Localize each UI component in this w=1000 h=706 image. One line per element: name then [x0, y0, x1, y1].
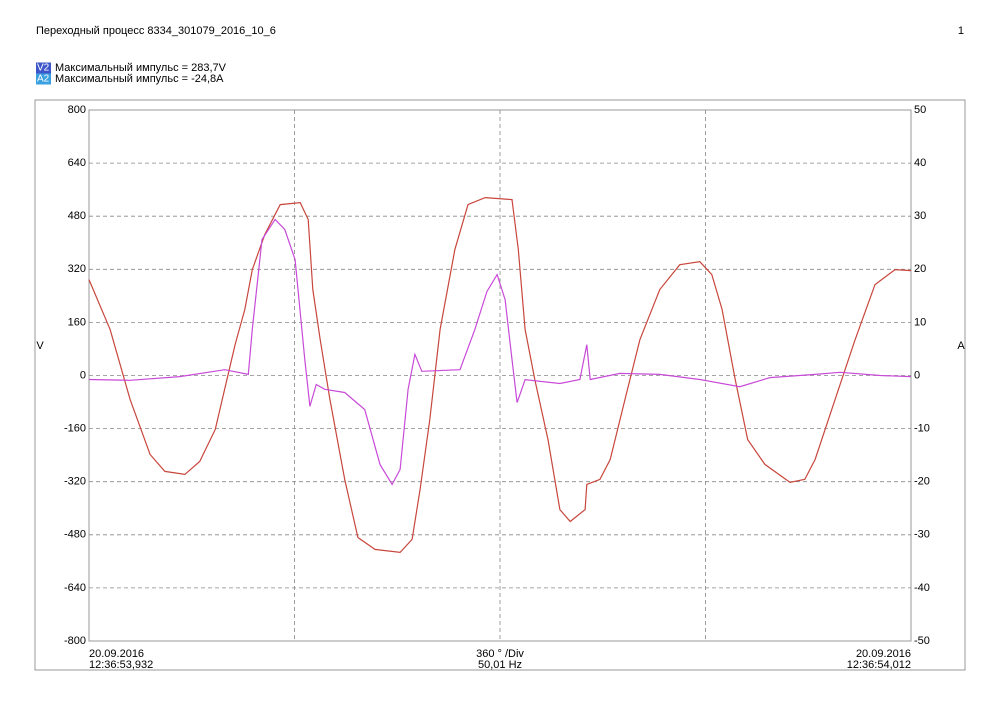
legend-label: Максимальный импульс = 283,7V: [55, 62, 227, 74]
y-tick-label: -160: [64, 423, 86, 435]
y2-tick-label: 30: [914, 210, 926, 222]
y-tick-label: -320: [64, 476, 86, 488]
y2-tick-label: 10: [914, 316, 926, 328]
y-axis-label: V: [36, 340, 44, 352]
y2-tick-label: -20: [914, 476, 930, 488]
y-tick-label: -480: [64, 529, 86, 541]
footer-frequency: 50,01 Hz: [478, 659, 522, 671]
y2-axis-label: A: [957, 340, 965, 352]
y-tick-label: -640: [64, 582, 86, 594]
outer-frame: [34, 99, 966, 671]
y2-tick-label: -10: [914, 423, 930, 435]
y-tick-label: 0: [80, 369, 86, 381]
chart-title: Переходный процесс 8334_301079_2016_10_6: [36, 25, 276, 37]
y2-tick-label: -50: [914, 635, 930, 647]
y-tick-label: 640: [68, 157, 86, 169]
footer-right-time: 12:36:54,012: [847, 659, 911, 671]
y2-tick-label: 40: [914, 157, 926, 169]
legend-badge: [36, 62, 51, 74]
legend-label: Максимальный импульс = -24,8A: [55, 73, 224, 85]
footer-division: 360 ° /Div: [476, 648, 524, 660]
y2-tick-label: -30: [914, 529, 930, 541]
footer-left-time: 12:36:53,932: [89, 659, 153, 671]
y-tick-label: 320: [68, 263, 86, 275]
legend-name: A2: [37, 74, 50, 85]
y2-tick-label: 50: [914, 104, 926, 116]
y-tick-label: 800: [68, 104, 86, 116]
legend-name: V2: [37, 63, 50, 74]
y-tick-label: 480: [68, 210, 86, 222]
legend-badge: [36, 73, 51, 85]
y2-tick-label: 0: [914, 369, 920, 381]
y-tick-label: -800: [64, 635, 86, 647]
footer-right-date: 20.09.2016: [856, 648, 911, 660]
y-tick-label: 160: [68, 316, 86, 328]
series-line: [88, 218, 912, 486]
footer-left-date: 20.09.2016: [89, 648, 144, 660]
page-number: 1: [958, 25, 964, 37]
y2-tick-label: 20: [914, 263, 926, 275]
y2-tick-label: -40: [914, 582, 930, 594]
series-line: [88, 196, 912, 554]
